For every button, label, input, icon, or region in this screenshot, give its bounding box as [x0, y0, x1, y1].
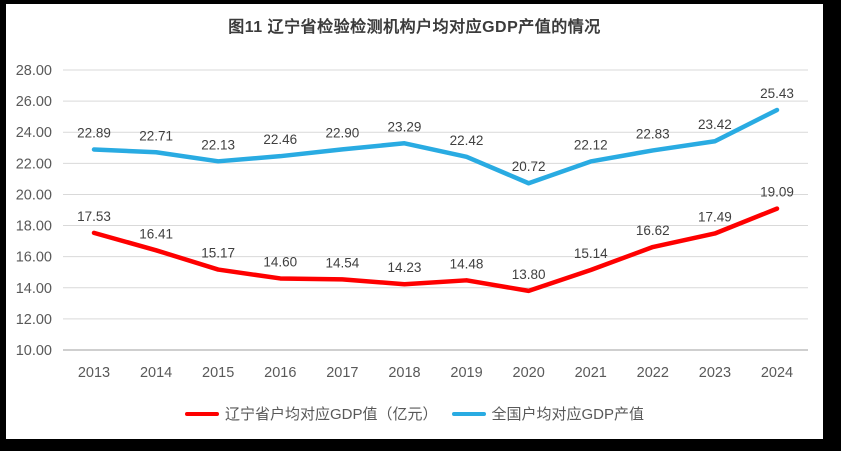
legend-item-liaoning: 辽宁省户均对应GDP值（亿元）	[184, 403, 438, 424]
data-label: 22.90	[325, 125, 359, 140]
y-tick-label: 24.00	[16, 125, 52, 141]
data-label: 19.09	[760, 185, 794, 200]
chart-title: 图11 辽宁省检验检测机构户均对应GDP产值的情况	[228, 19, 601, 36]
x-tick-label: 2020	[513, 365, 545, 381]
legend-swatch-blue	[451, 411, 486, 416]
y-tick-label: 10.00	[16, 343, 52, 359]
legend-label: 辽宁省户均对应GDP值（亿元）	[224, 406, 438, 423]
series-line	[91, 206, 780, 294]
chart-frame: 图11 辽宁省检验检测机构户均对应GDP产值的情况 10.00 12.00 14.0…	[6, 4, 823, 439]
x-tick-label: 2018	[388, 365, 420, 381]
data-label: 20.72	[512, 159, 546, 174]
y-tick-label: 20.00	[16, 187, 52, 203]
y-tick-label: 12.00	[16, 312, 52, 328]
y-tick-label: 16.00	[16, 250, 52, 266]
data-label: 17.49	[698, 209, 732, 224]
y-tick-label: 18.00	[16, 219, 52, 235]
data-label: 14.48	[450, 256, 484, 271]
data-label: 14.54	[325, 255, 359, 270]
x-tick-label: 2019	[450, 365, 482, 381]
x-tick-label: 2013	[78, 365, 110, 381]
x-tick-label: 2016	[264, 365, 296, 381]
data-label: 15.17	[201, 246, 235, 261]
data-label: 22.12	[574, 137, 608, 152]
line-chart: 10.00 12.00 14.00 16.00 18.00 20.00 22.00 24.00…	[16, 63, 808, 381]
chart-legend: 辽宁省户均对应GDP值（亿元） 全国户均对应GDP产值	[6, 403, 823, 424]
legend-swatch-red	[184, 411, 219, 416]
y-tick-label: 26.00	[16, 94, 52, 110]
data-label: 16.62	[636, 223, 670, 238]
data-label: 23.42	[698, 117, 732, 132]
data-label: 15.14	[574, 246, 608, 261]
legend-label: 全国户均对应GDP产值	[491, 406, 645, 423]
data-label: 13.80	[512, 267, 546, 282]
data-label: 14.60	[263, 254, 297, 269]
x-tick-label: 2017	[326, 365, 358, 381]
data-label: 22.13	[201, 137, 235, 152]
x-tick-label: 2015	[202, 365, 234, 381]
legend-item-national: 全国户均对应GDP产值	[451, 403, 645, 424]
y-tick-label: 28.00	[16, 63, 52, 79]
data-label: 22.46	[263, 132, 297, 147]
x-tick-label: 2021	[575, 365, 607, 381]
y-tick-label: 22.00	[16, 156, 52, 172]
x-tick-label: 2022	[637, 365, 669, 381]
data-label: 22.83	[636, 126, 670, 141]
data-label: 17.53	[77, 209, 111, 224]
data-label: 25.43	[760, 86, 794, 101]
data-label: 23.29	[388, 119, 422, 134]
y-tick-label: 14.00	[16, 281, 52, 297]
data-label: 22.42	[450, 133, 484, 148]
x-tick-label: 2024	[761, 365, 793, 381]
data-label: 22.71	[139, 128, 173, 143]
data-label: 16.41	[139, 226, 173, 241]
x-tick-label: 2014	[140, 365, 172, 381]
data-label: 14.23	[388, 260, 422, 275]
x-tick-label: 2023	[699, 365, 731, 381]
data-label: 22.89	[77, 125, 111, 140]
series-line	[91, 107, 780, 186]
